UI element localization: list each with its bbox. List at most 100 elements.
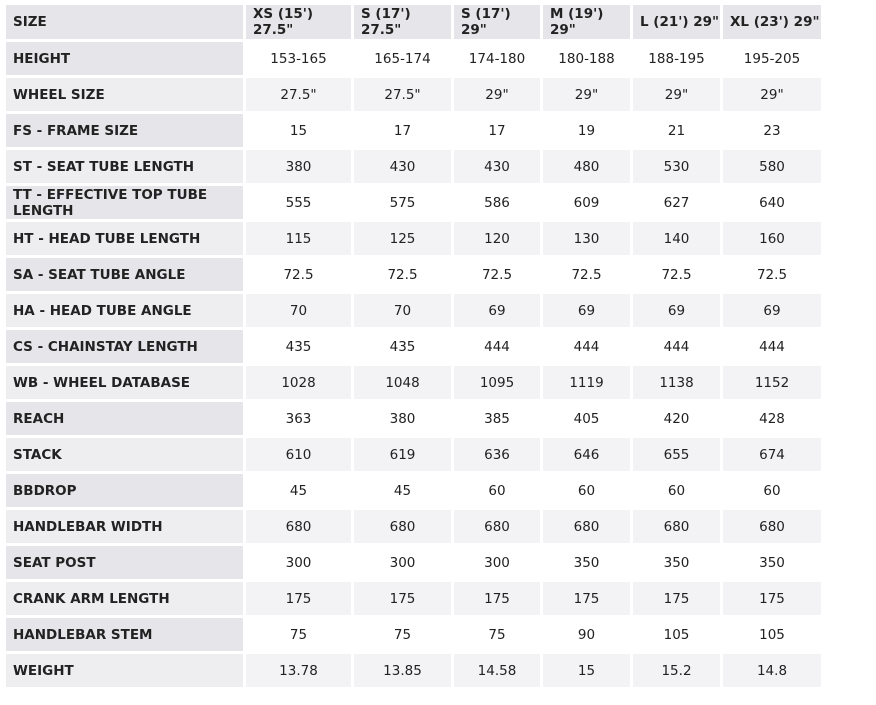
cell: 350 (543, 546, 630, 579)
cell: 300 (354, 546, 451, 579)
row-label: FS - FRAME SIZE (6, 114, 243, 147)
cell: 363 (246, 402, 351, 435)
cell: 380 (246, 150, 351, 183)
table-row: CS - CHAINSTAY LENGTH 435 435 444 444 444 444 (6, 330, 821, 363)
cell: 175 (454, 582, 540, 615)
row-label: HEIGHT (6, 42, 243, 75)
row-label: CS - CHAINSTAY LENGTH (6, 330, 243, 363)
header-cell: S (17') 29" (454, 5, 540, 39)
row-label: BBDROP (6, 474, 243, 507)
row-label: WHEEL SIZE (6, 78, 243, 111)
table-row: WB - WHEEL DATABASE 1028 1048 1095 1119 1138 1… (6, 366, 821, 399)
cell: 15.2 (633, 654, 720, 687)
cell: 680 (454, 510, 540, 543)
table-row: SA - SEAT TUBE ANGLE 72.5 72.5 72.5 72.5 72.5… (6, 258, 821, 291)
cell: 165-174 (354, 42, 451, 75)
cell: 130 (543, 222, 630, 255)
cell: 15 (246, 114, 351, 147)
row-label: HA - HEAD TUBE ANGLE (6, 294, 243, 327)
cell: 640 (723, 186, 821, 219)
cell: 60 (633, 474, 720, 507)
cell: 1095 (454, 366, 540, 399)
cell: 72.5 (543, 258, 630, 291)
cell: 21 (633, 114, 720, 147)
cell: 19 (543, 114, 630, 147)
cell: 435 (246, 330, 351, 363)
cell: 140 (633, 222, 720, 255)
cell: 680 (633, 510, 720, 543)
cell: 680 (354, 510, 451, 543)
cell: 75 (246, 618, 351, 651)
row-label: TT - EFFECTIVE TOP TUBE LENGTH (6, 186, 243, 219)
table-row: ST - SEAT TUBE LENGTH 380 430 430 480 530 580 (6, 150, 821, 183)
cell: 72.5 (723, 258, 821, 291)
cell: 153-165 (246, 42, 351, 75)
cell: 405 (543, 402, 630, 435)
cell: 29" (723, 78, 821, 111)
table-row: HT - HEAD TUBE LENGTH 115 125 120 130 140 160 (6, 222, 821, 255)
cell: 619 (354, 438, 451, 471)
cell: 1152 (723, 366, 821, 399)
cell: 14.58 (454, 654, 540, 687)
cell: 380 (354, 402, 451, 435)
cell: 444 (723, 330, 821, 363)
cell: 636 (454, 438, 540, 471)
header-cell: XS (15') 27.5" (246, 5, 351, 39)
cell: 120 (454, 222, 540, 255)
cell: 350 (633, 546, 720, 579)
cell: 90 (543, 618, 630, 651)
cell: 175 (354, 582, 451, 615)
header-row: SIZE XS (15') 27.5" S (17') 27.5" S (17') 2… (6, 5, 821, 39)
table-row: HANDLEBAR WIDTH 680 680 680 680 680 680 (6, 510, 821, 543)
cell: 609 (543, 186, 630, 219)
cell: 70 (354, 294, 451, 327)
cell: 430 (354, 150, 451, 183)
table-body: HEIGHT 153-165 165-174 174-180 180-188 188-19… (6, 42, 821, 687)
cell: 610 (246, 438, 351, 471)
cell: 674 (723, 438, 821, 471)
cell: 13.78 (246, 654, 351, 687)
cell: 1138 (633, 366, 720, 399)
cell: 444 (633, 330, 720, 363)
cell: 580 (723, 150, 821, 183)
cell: 430 (454, 150, 540, 183)
cell: 655 (633, 438, 720, 471)
cell: 75 (354, 618, 451, 651)
cell: 680 (246, 510, 351, 543)
cell: 27.5" (246, 78, 351, 111)
cell: 29" (543, 78, 630, 111)
table-row: WEIGHT 13.78 13.85 14.58 15 15.2 14.8 (6, 654, 821, 687)
cell: 300 (246, 546, 351, 579)
row-label: CRANK ARM LENGTH (6, 582, 243, 615)
cell: 1119 (543, 366, 630, 399)
cell: 530 (633, 150, 720, 183)
cell: 555 (246, 186, 351, 219)
cell: 444 (543, 330, 630, 363)
cell: 17 (354, 114, 451, 147)
table-row: HANDLEBAR STEM 75 75 75 90 105 105 (6, 618, 821, 651)
cell: 29" (454, 78, 540, 111)
cell: 175 (246, 582, 351, 615)
cell: 69 (454, 294, 540, 327)
table-row: WHEEL SIZE 27.5" 27.5" 29" 29" 29" 29" (6, 78, 821, 111)
cell: 480 (543, 150, 630, 183)
cell: 428 (723, 402, 821, 435)
cell: 27.5" (354, 78, 451, 111)
cell: 575 (354, 186, 451, 219)
row-label: HANDLEBAR STEM (6, 618, 243, 651)
table-row: HA - HEAD TUBE ANGLE 70 70 69 69 69 69 (6, 294, 821, 327)
header-cell: M (19') 29" (543, 5, 630, 39)
cell: 385 (454, 402, 540, 435)
cell: 14.8 (723, 654, 821, 687)
cell: 60 (543, 474, 630, 507)
cell: 444 (454, 330, 540, 363)
cell: 115 (246, 222, 351, 255)
cell: 105 (723, 618, 821, 651)
cell: 23 (723, 114, 821, 147)
cell: 72.5 (246, 258, 351, 291)
cell: 435 (354, 330, 451, 363)
cell: 69 (543, 294, 630, 327)
cell: 420 (633, 402, 720, 435)
cell: 1048 (354, 366, 451, 399)
